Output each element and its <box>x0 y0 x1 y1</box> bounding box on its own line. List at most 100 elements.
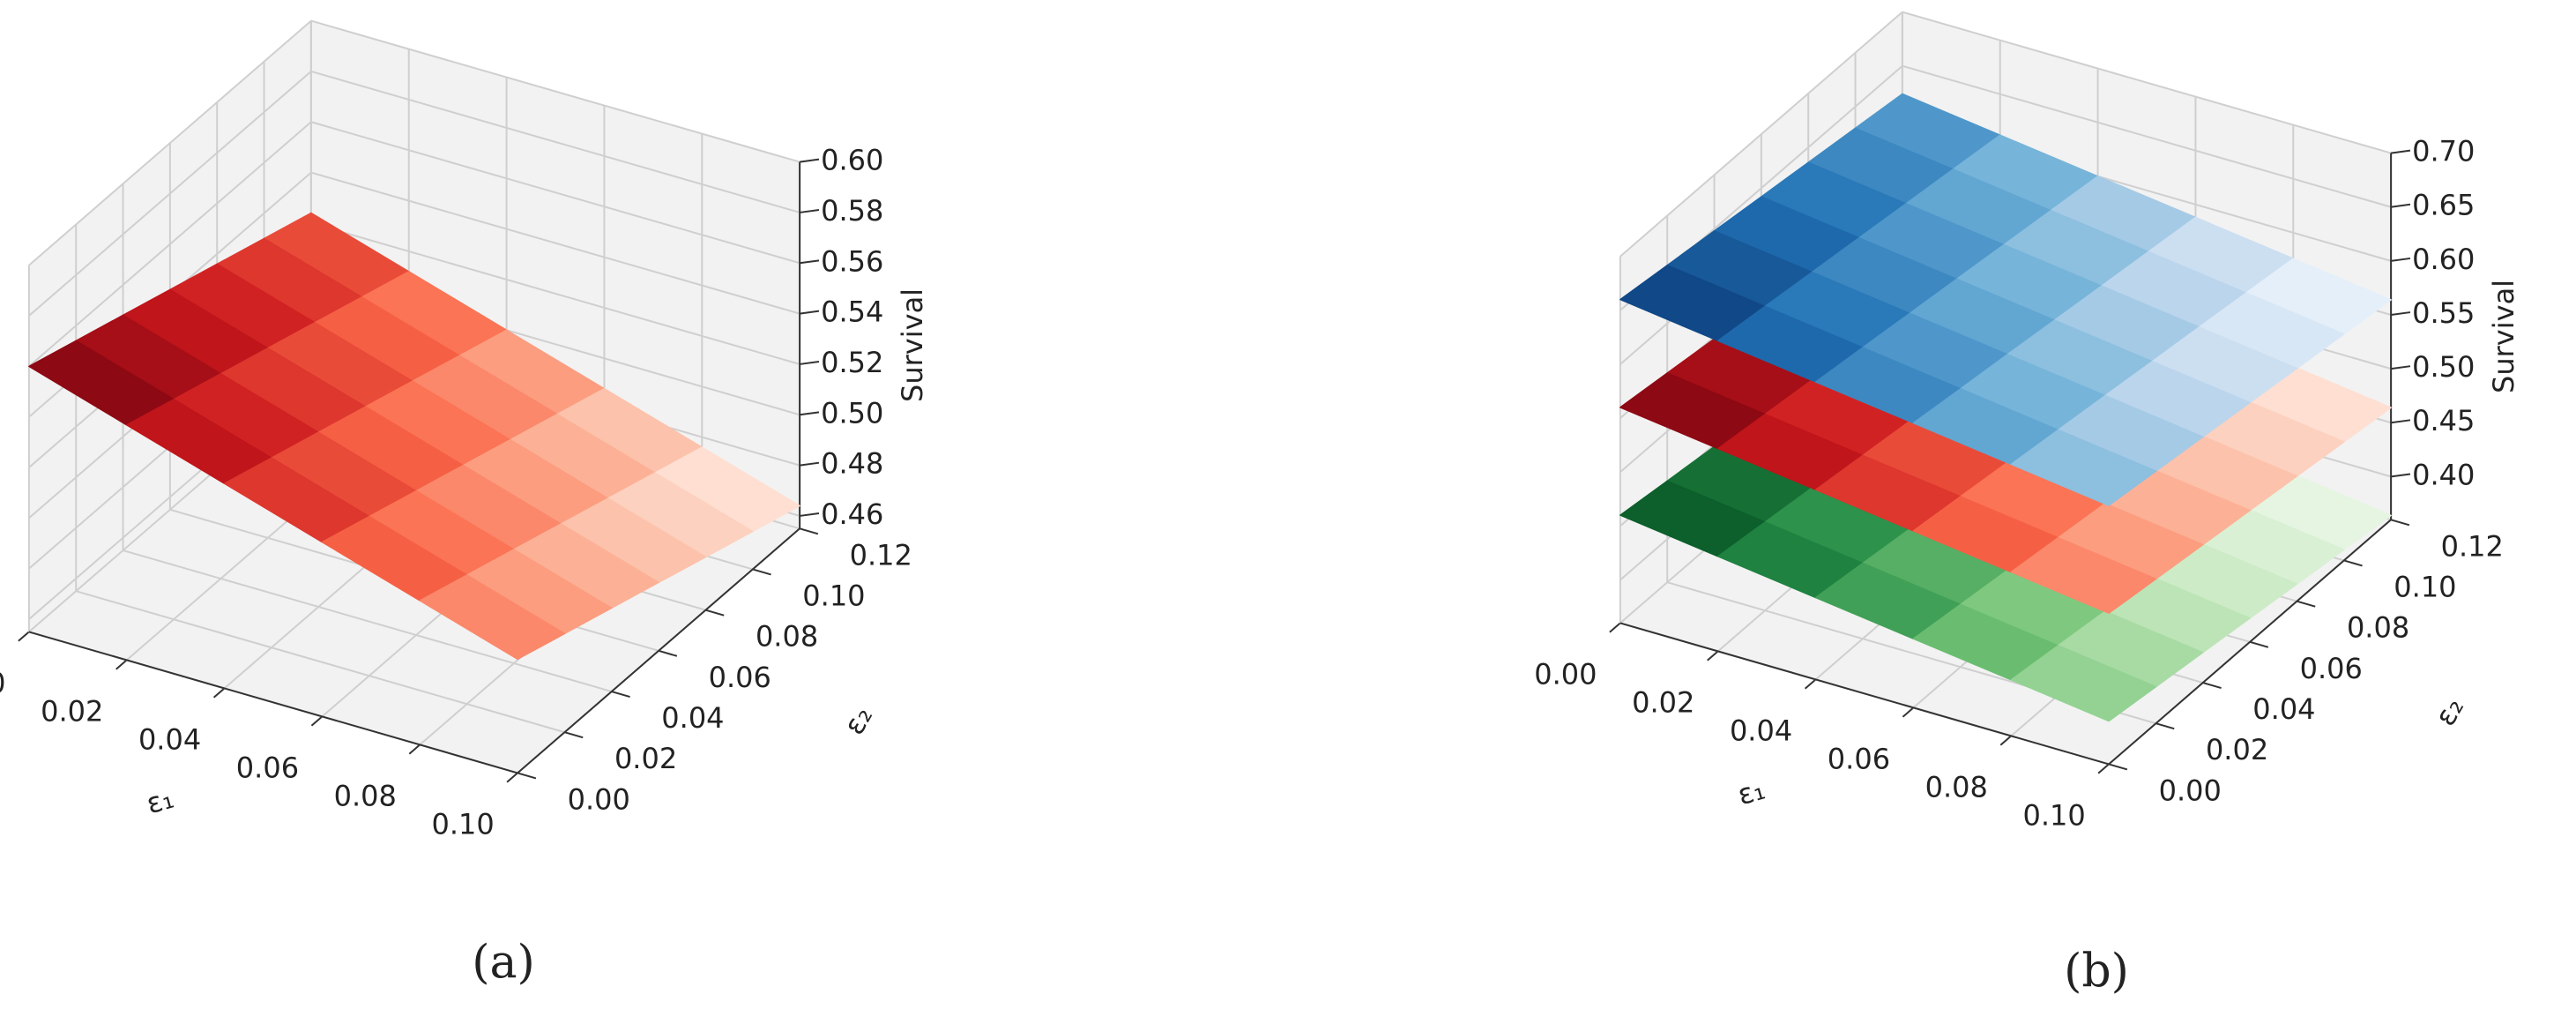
grid-line <box>28 71 312 317</box>
z-tick-label: 0.46 <box>821 497 883 531</box>
y-tick-label: 0.02 <box>614 742 677 775</box>
y-tick-label: 0.06 <box>709 661 771 694</box>
y-tick-label: 0.12 <box>2441 529 2504 563</box>
tick-mark <box>506 772 518 783</box>
tick-mark <box>799 512 820 517</box>
y-tick-label: 0.10 <box>802 579 865 612</box>
z-tick-label: 0.70 <box>2412 135 2475 168</box>
x-tick-label: 0.00 <box>1534 658 1597 691</box>
tick-mark <box>2155 722 2175 730</box>
y-tick-label: 0.12 <box>850 538 912 572</box>
x-tick-label: 0.04 <box>1730 714 1792 748</box>
grid-line <box>310 171 800 315</box>
z-tick-label: 0.45 <box>2412 404 2475 437</box>
z-tick-label: 0.54 <box>821 295 883 329</box>
x-tick-label: 0.02 <box>41 695 103 729</box>
grid-line <box>1619 11 1903 258</box>
tick-mark <box>799 411 820 416</box>
y-tick-label: 0.06 <box>2300 652 2363 685</box>
tick-mark <box>564 731 584 739</box>
tick-mark <box>310 715 324 727</box>
y-tick-label: 0.08 <box>2347 611 2409 645</box>
surface-facet <box>2010 429 2157 506</box>
tick-mark <box>2097 763 2110 774</box>
tick-mark <box>2390 519 2410 527</box>
grid-line <box>310 19 800 163</box>
tick-mark <box>2202 682 2222 689</box>
grid-line <box>123 549 613 692</box>
grid-line <box>1902 11 2392 154</box>
y-axis-label: ε₂ <box>2428 691 2470 731</box>
tick-mark <box>1902 706 1915 718</box>
z-tick-label: 0.48 <box>821 447 883 481</box>
grid-line <box>310 70 800 213</box>
z-tick-label: 0.56 <box>821 244 883 278</box>
tick-mark <box>799 209 820 213</box>
y-tick-label: 0.04 <box>661 701 724 735</box>
z-tick-label: 0.50 <box>2412 350 2475 384</box>
tick-mark <box>2390 311 2411 316</box>
tick-mark <box>799 461 820 467</box>
tick-mark <box>2108 763 2128 771</box>
tick-mark <box>115 659 128 670</box>
grid-line <box>28 19 312 266</box>
axis-line <box>28 631 518 774</box>
axis-line <box>1619 622 2110 766</box>
surface-facet <box>2010 645 2157 722</box>
x-axis-label: ε₁ <box>1734 773 1768 812</box>
grid-line <box>310 221 800 365</box>
axis-line <box>517 527 800 774</box>
grid-line <box>28 121 312 368</box>
z-tick-label: 0.58 <box>821 194 883 228</box>
x-tick-label: 0.02 <box>1632 686 1694 720</box>
tick-mark <box>1804 678 1817 690</box>
x-tick-label: 0.10 <box>2022 799 2085 833</box>
z-tick-label: 0.50 <box>821 396 883 430</box>
surface-facet <box>2010 536 2157 614</box>
x-tick-label: 0.04 <box>138 723 201 757</box>
x-tick-label: 0.08 <box>334 780 397 813</box>
tick-mark <box>799 527 819 535</box>
tick-mark <box>2343 559 2363 567</box>
tick-mark <box>705 609 725 617</box>
y-tick-label: 0.08 <box>756 620 818 654</box>
z-tick-label: 0.60 <box>2412 243 2475 276</box>
tick-mark <box>611 691 630 698</box>
tick-mark <box>752 568 771 576</box>
x-tick-label: 0.08 <box>1925 771 1988 804</box>
tick-mark <box>2297 600 2316 608</box>
y-tick-label: 0.04 <box>2252 692 2315 726</box>
tick-mark <box>2390 365 2411 370</box>
z-tick-label: 0.40 <box>2412 458 2475 491</box>
y-tick-label: 0.00 <box>2159 774 2222 807</box>
grid-line <box>1902 64 2392 208</box>
tick-mark <box>212 687 226 699</box>
z-axis-label: Survival <box>896 288 929 402</box>
caption: (b) <box>2064 946 2129 998</box>
tick-mark <box>799 158 820 163</box>
grid-line <box>310 121 800 265</box>
tick-mark <box>799 310 820 315</box>
z-axis-label: Survival <box>2487 280 2520 393</box>
tick-mark <box>2390 203 2411 208</box>
grid-line <box>75 590 565 734</box>
y-tick-label: 0.00 <box>568 782 630 816</box>
tick-mark <box>658 649 678 657</box>
tick-mark <box>2390 149 2411 154</box>
y-tick-label: 0.02 <box>2206 733 2268 766</box>
tick-mark <box>2390 257 2411 262</box>
tick-mark <box>1609 622 1621 633</box>
tick-mark <box>1707 650 1719 661</box>
tick-mark <box>2390 473 2411 478</box>
tick-mark <box>799 259 820 265</box>
x-tick-label: 0.00 <box>0 667 6 700</box>
z-tick-label: 0.52 <box>821 346 883 379</box>
tick-mark <box>2390 419 2411 424</box>
x-axis-label: ε₁ <box>143 781 177 821</box>
tick-mark <box>408 744 421 755</box>
x-tick-label: 0.06 <box>236 751 299 785</box>
tick-mark <box>2249 640 2269 648</box>
x-tick-label: 0.10 <box>431 808 494 841</box>
